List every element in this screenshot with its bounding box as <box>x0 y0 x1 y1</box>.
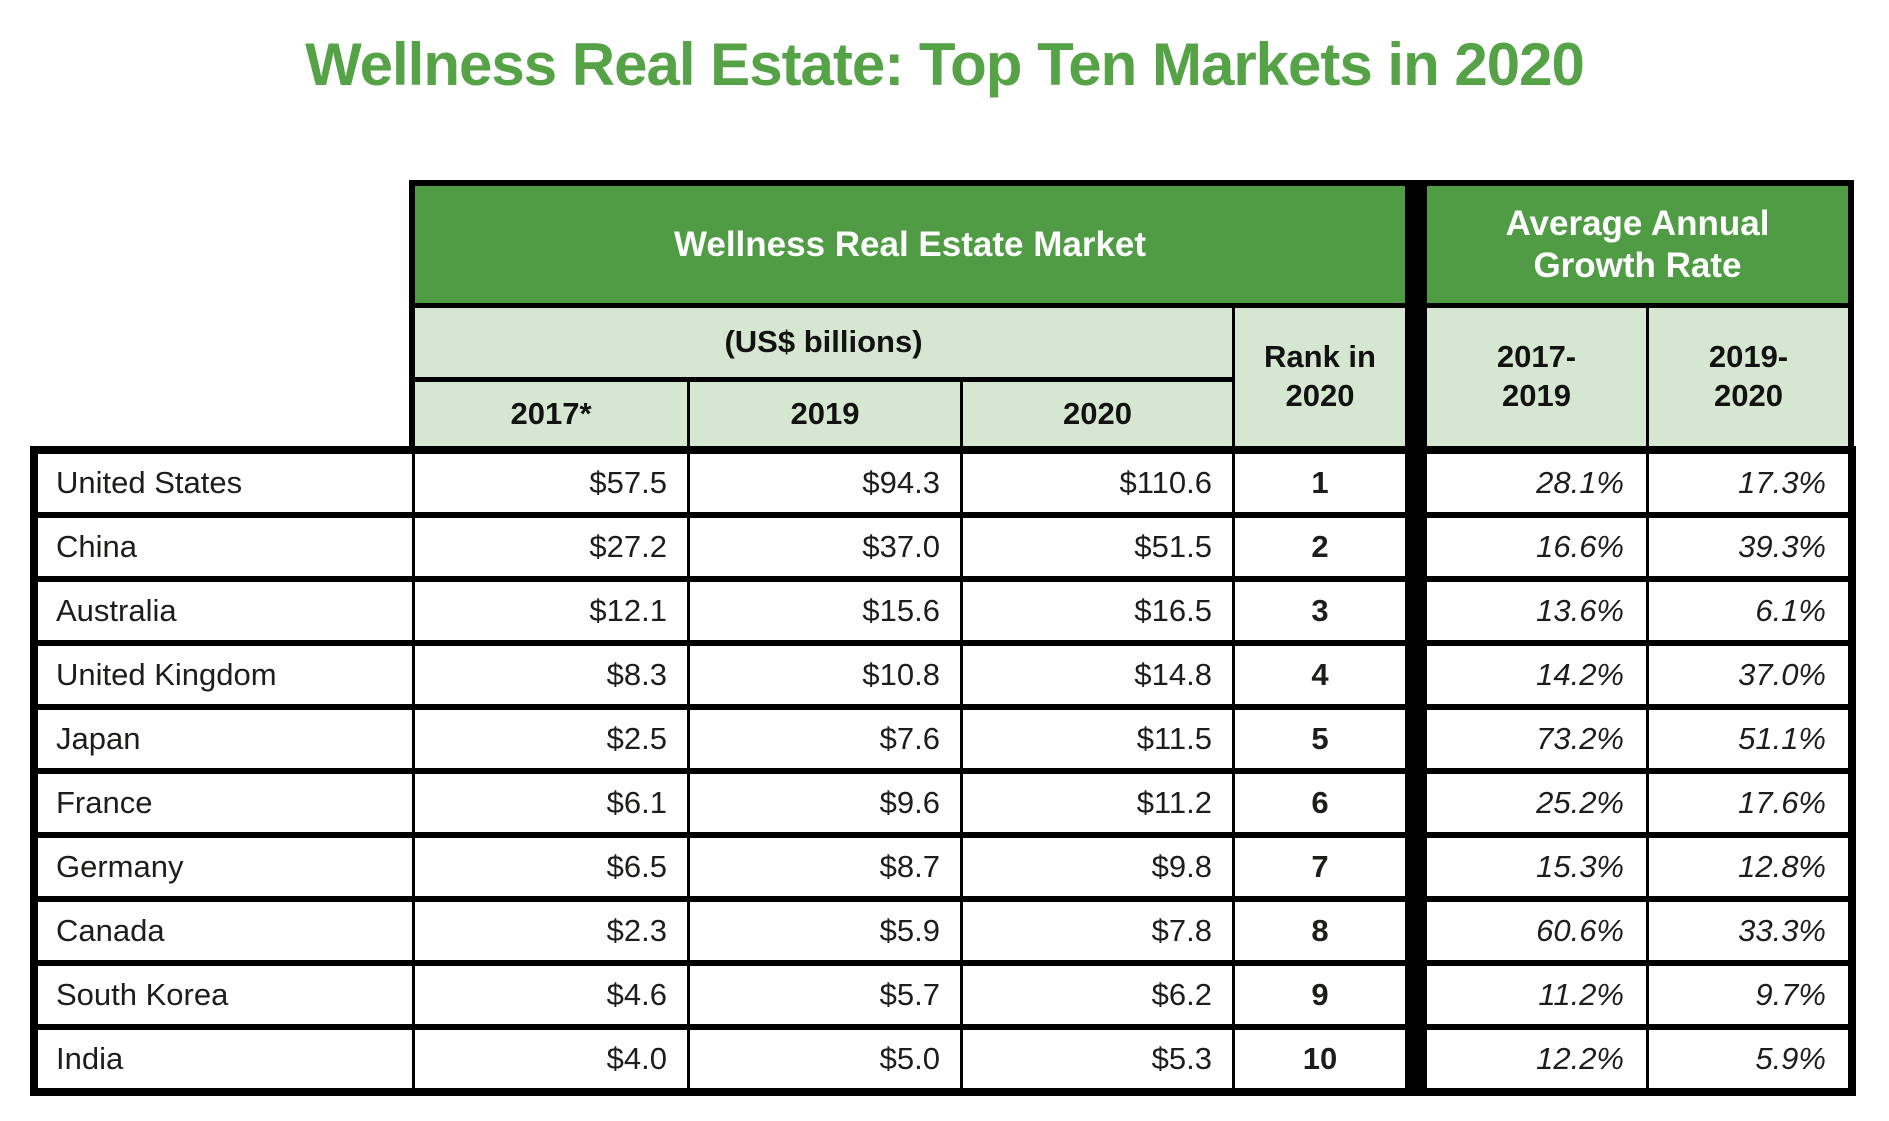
header-market-group: Wellness Real Estate Market <box>415 186 1405 303</box>
header-year-2019: 2019 <box>690 382 960 446</box>
rank-cell: 9 <box>1235 966 1405 1024</box>
rank-cell: 3 <box>1235 582 1405 640</box>
thick-divider <box>1408 646 1424 704</box>
thick-divider <box>1408 966 1424 1024</box>
thick-divider <box>1408 838 1424 896</box>
growth-2019-2020-cell: 9.7% <box>1649 966 1848 1024</box>
thick-divider <box>1408 710 1424 768</box>
header-growth-2017-2019: 2017- 2019 <box>1427 308 1646 446</box>
growth-2019-2020-cell: 12.8% <box>1649 838 1848 896</box>
growth-2019-2020-cell: 37.0% <box>1649 646 1848 704</box>
value-2017-cell: $2.5 <box>415 710 687 768</box>
country-cell: Japan <box>38 710 412 768</box>
header-units: (US$ billions) <box>415 308 1232 377</box>
value-2019-cell: $5.7 <box>690 966 960 1024</box>
rank-cell: 4 <box>1235 646 1405 704</box>
country-cell: United States <box>38 454 412 512</box>
value-2020-cell: $11.2 <box>963 774 1232 832</box>
country-cell: Australia <box>38 582 412 640</box>
header-rank: Rank in 2020 <box>1235 308 1405 446</box>
value-2017-cell: $6.1 <box>415 774 687 832</box>
value-2017-cell: $2.3 <box>415 902 687 960</box>
value-2017-cell: $12.1 <box>415 582 687 640</box>
value-2019-cell: $7.6 <box>690 710 960 768</box>
country-cell: China <box>38 518 412 576</box>
country-cell: India <box>38 1030 412 1088</box>
value-2020-cell: $7.8 <box>963 902 1232 960</box>
header-growth-2019-2020: 2019- 2020 <box>1649 308 1848 446</box>
value-2017-cell: $57.5 <box>415 454 687 512</box>
value-2020-cell: $5.3 <box>963 1030 1232 1088</box>
growth-2019-2020-cell: 17.6% <box>1649 774 1848 832</box>
growth-2017-2019-cell: 13.6% <box>1427 582 1646 640</box>
thick-divider <box>1408 454 1424 512</box>
rank-cell: 10 <box>1235 1030 1405 1088</box>
country-cell: Germany <box>38 838 412 896</box>
country-cell: United Kingdom <box>38 646 412 704</box>
value-2020-cell: $16.5 <box>963 582 1232 640</box>
rank-cell: 5 <box>1235 710 1405 768</box>
value-2020-cell: $6.2 <box>963 966 1232 1024</box>
growth-2017-2019-cell: 14.2% <box>1427 646 1646 704</box>
growth-2017-2019-cell: 25.2% <box>1427 774 1646 832</box>
table-header: Wellness Real Estate Market Average Annu… <box>409 180 1854 452</box>
thick-divider <box>1408 582 1424 640</box>
thick-divider <box>1408 1030 1424 1088</box>
growth-2017-2019-cell: 73.2% <box>1427 710 1646 768</box>
growth-2017-2019-cell: 12.2% <box>1427 1030 1646 1088</box>
growth-2017-2019-cell: 11.2% <box>1427 966 1646 1024</box>
growth-2019-2020-cell: 33.3% <box>1649 902 1848 960</box>
value-2020-cell: $14.8 <box>963 646 1232 704</box>
page-title: Wellness Real Estate: Top Ten Markets in… <box>305 31 1585 98</box>
thick-divider <box>1408 774 1424 832</box>
growth-2019-2020-cell: 17.3% <box>1649 454 1848 512</box>
rank-cell: 7 <box>1235 838 1405 896</box>
header-year-2017: 2017* <box>415 382 687 446</box>
value-2017-cell: $27.2 <box>415 518 687 576</box>
rank-cell: 1 <box>1235 454 1405 512</box>
value-2019-cell: $5.0 <box>690 1030 960 1088</box>
country-cell: France <box>38 774 412 832</box>
value-2020-cell: $11.5 <box>963 710 1232 768</box>
table-body: United States $57.5 $94.3 $110.6 1 28.1%… <box>30 446 1856 1096</box>
thick-divider <box>1408 902 1424 960</box>
thick-divider <box>1408 518 1424 576</box>
growth-2017-2019-cell: 60.6% <box>1427 902 1646 960</box>
rank-cell: 2 <box>1235 518 1405 576</box>
growth-2017-2019-cell: 28.1% <box>1427 454 1646 512</box>
value-2019-cell: $94.3 <box>690 454 960 512</box>
value-2020-cell: $9.8 <box>963 838 1232 896</box>
value-2017-cell: $4.0 <box>415 1030 687 1088</box>
value-2017-cell: $6.5 <box>415 838 687 896</box>
value-2019-cell: $9.6 <box>690 774 960 832</box>
growth-2019-2020-cell: 6.1% <box>1649 582 1848 640</box>
rank-cell: 8 <box>1235 902 1405 960</box>
value-2019-cell: $8.7 <box>690 838 960 896</box>
country-cell: Canada <box>38 902 412 960</box>
value-2019-cell: $10.8 <box>690 646 960 704</box>
growth-2017-2019-cell: 15.3% <box>1427 838 1646 896</box>
value-2020-cell: $110.6 <box>963 454 1232 512</box>
value-2019-cell: $15.6 <box>690 582 960 640</box>
value-2020-cell: $51.5 <box>963 518 1232 576</box>
value-2019-cell: $5.9 <box>690 902 960 960</box>
header-year-2020: 2020 <box>963 382 1232 446</box>
rank-cell: 6 <box>1235 774 1405 832</box>
value-2017-cell: $8.3 <box>415 646 687 704</box>
value-2017-cell: $4.6 <box>415 966 687 1024</box>
header-growth-group: Average Annual Growth Rate <box>1427 186 1848 303</box>
growth-2019-2020-cell: 51.1% <box>1649 710 1848 768</box>
growth-2017-2019-cell: 16.6% <box>1427 518 1646 576</box>
growth-2019-2020-cell: 5.9% <box>1649 1030 1848 1088</box>
value-2019-cell: $37.0 <box>690 518 960 576</box>
growth-2019-2020-cell: 39.3% <box>1649 518 1848 576</box>
country-cell: South Korea <box>38 966 412 1024</box>
header-thick-divider <box>1408 186 1424 446</box>
